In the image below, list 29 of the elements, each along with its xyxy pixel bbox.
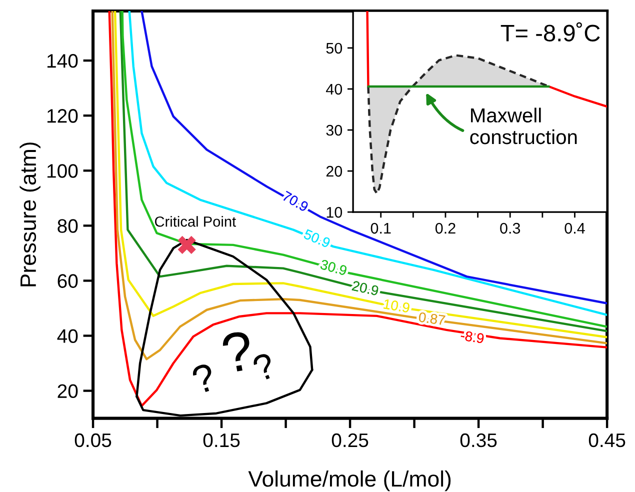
y-tick-label: 80 xyxy=(58,219,78,233)
y-tick-label: 50 xyxy=(326,42,342,54)
annotation: Maxwell construction xyxy=(470,108,577,144)
y-tick-label: 120 xyxy=(47,109,78,123)
y-tick-label: 20 xyxy=(58,384,78,398)
annotation: ? xyxy=(190,362,217,394)
y-axis-title: Pressure (atm) xyxy=(20,142,40,286)
y-tick-label: 10 xyxy=(326,206,342,218)
annotation: ? xyxy=(251,352,277,382)
annotation: ? xyxy=(221,330,254,374)
y-tick-label: 20 xyxy=(326,166,342,177)
x-tick-label: 0.4 xyxy=(564,222,585,234)
x-tick-label: 0.05 xyxy=(74,433,112,448)
annotation: T= -8.9˚C xyxy=(500,22,600,42)
annotation: Critical Point xyxy=(154,216,236,227)
y-tick-label: 40 xyxy=(326,84,342,95)
x-tick-label: 0.25 xyxy=(332,433,368,448)
x-tick-label: 0.3 xyxy=(500,222,520,234)
y-tick-label: 140 xyxy=(47,54,78,68)
y-tick-label: 40 xyxy=(57,329,78,343)
y-tick-label: 60 xyxy=(58,274,78,288)
x-tick-label: 0.15 xyxy=(203,433,240,448)
x-tick-label: 0.35 xyxy=(460,433,497,448)
y-tick-label: 100 xyxy=(47,164,78,178)
x-axis-title: Volume/mole (L/mol) xyxy=(248,470,451,492)
y-tick-label: 30 xyxy=(326,124,342,136)
x-tick-label: 0.45 xyxy=(588,433,626,448)
x-tick-label: 0.2 xyxy=(435,222,456,234)
x-tick-label: 0.1 xyxy=(370,222,391,234)
